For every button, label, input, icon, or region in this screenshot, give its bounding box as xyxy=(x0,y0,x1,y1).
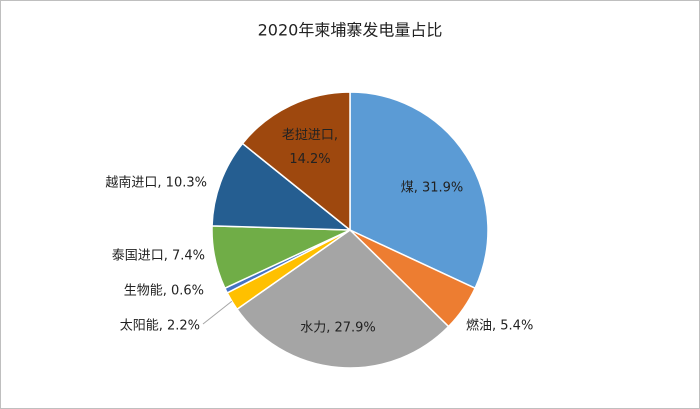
data-label: 太阳能, 2.2% xyxy=(120,319,200,334)
data-label: 老挝进口, 14.2% xyxy=(282,128,338,167)
pie-slice xyxy=(349,91,489,290)
pie-slice xyxy=(235,229,450,369)
pie-slice xyxy=(241,91,351,232)
pie-slice xyxy=(211,142,353,231)
data-label: 越南进口, 10.3% xyxy=(105,175,207,191)
data-label: 泰国进口, 7.4% xyxy=(112,249,205,264)
data-label-line: 老挝进口, xyxy=(282,128,338,143)
leader-line xyxy=(202,300,233,325)
data-label: 燃油, 5.4% xyxy=(466,318,533,334)
data-label: 水力, 27.9% xyxy=(300,321,376,336)
data-label: 煤, 31.9% xyxy=(401,181,464,196)
chart-title: 2020年柬埔寨发电量占比 xyxy=(258,21,443,40)
data-label: 生物能, 0.6% xyxy=(124,284,204,299)
data-label-line: 14.2% xyxy=(289,152,330,167)
